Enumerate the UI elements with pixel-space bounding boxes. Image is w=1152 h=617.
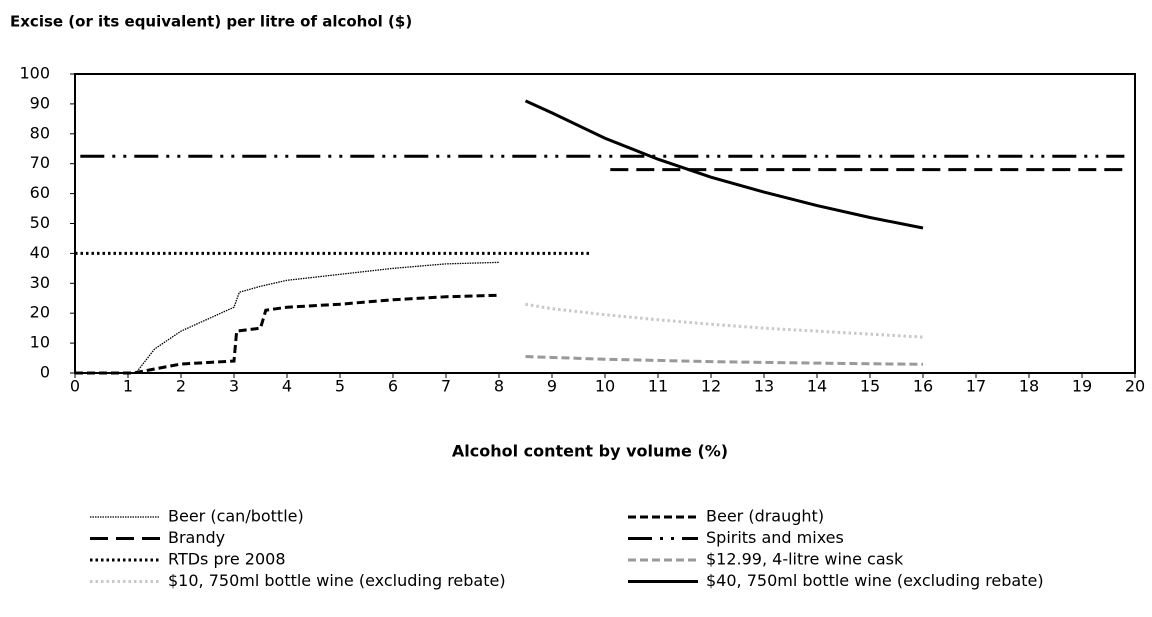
series-line <box>75 261 500 374</box>
x-axis-label: Alcohol content by volume (%) <box>452 442 728 461</box>
x-tick-label: 10 <box>595 377 615 396</box>
y-tick-label: 10 <box>30 333 50 352</box>
legend-label: $40, 750ml bottle wine (excluding rebate… <box>706 571 1044 590</box>
x-tick-label: 16 <box>913 377 933 396</box>
y-tick-label: 60 <box>30 183 50 202</box>
plot-frame <box>74 73 1136 374</box>
x-tick-label: 9 <box>547 377 557 396</box>
legend-label: Brandy <box>168 528 225 547</box>
x-tick-label: 20 <box>1125 377 1145 396</box>
legend-label: Spirits and mixes <box>706 528 844 547</box>
x-tick-label: 8 <box>494 377 504 396</box>
y-tick-label: 100 <box>19 64 50 83</box>
legend-label: RTDs pre 2008 <box>168 550 286 569</box>
x-tick-label: 15 <box>860 377 880 396</box>
series-line <box>525 355 924 366</box>
x-tick-label: 4 <box>282 377 292 396</box>
x-tick-label: 18 <box>1019 377 1039 396</box>
x-tick-label: 19 <box>1072 377 1092 396</box>
legend-label: $12.99, 4-litre wine cask <box>706 550 904 569</box>
chart-title: Excise (or its equivalent) per litre of … <box>10 13 412 31</box>
x-tick-label: 17 <box>966 377 986 396</box>
series-line <box>525 302 924 339</box>
x-tick-label: 3 <box>229 377 239 396</box>
x-tick-label: 1 <box>123 377 133 396</box>
y-tick-label: 40 <box>30 243 50 262</box>
x-tick-label: 14 <box>807 377 827 396</box>
x-tick-label: 0 <box>70 377 80 396</box>
y-tick-label: 0 <box>40 363 50 382</box>
x-tick-label: 5 <box>335 377 345 396</box>
y-tick-label: 80 <box>30 123 50 142</box>
y-tick-label: 50 <box>30 213 50 232</box>
x-tick-label: 2 <box>176 377 186 396</box>
legend-label: $10, 750ml bottle wine (excluding rebate… <box>168 571 506 590</box>
y-tick-label: 30 <box>30 273 50 292</box>
x-tick-label: 13 <box>754 377 774 396</box>
y-tick-label: 20 <box>30 303 50 322</box>
series-line <box>524 99 924 230</box>
x-tick-label: 11 <box>648 377 668 396</box>
y-tick-label: 70 <box>30 153 50 172</box>
x-tick-label: 7 <box>441 377 451 396</box>
series-line <box>75 293 500 375</box>
x-tick-label: 12 <box>701 377 721 396</box>
legend-label: Beer (can/bottle) <box>168 507 304 526</box>
x-tick-label: 6 <box>388 377 398 396</box>
legend-label: Beer (draught) <box>706 507 824 526</box>
y-tick-label: 90 <box>30 93 50 112</box>
